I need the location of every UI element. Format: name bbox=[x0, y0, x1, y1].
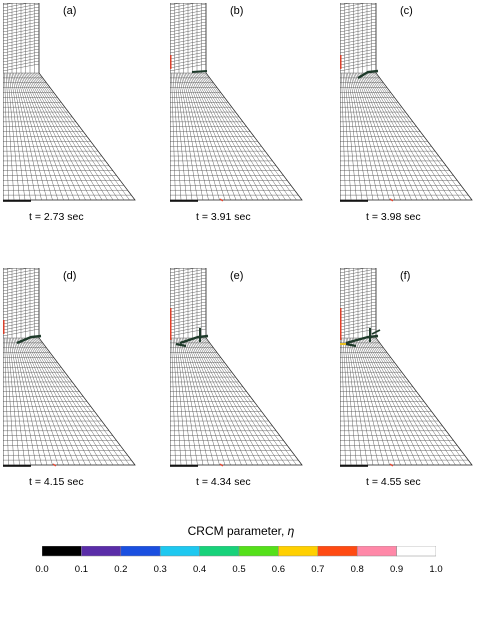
panel-label: (f) bbox=[400, 270, 411, 282]
dam-mesh bbox=[340, 268, 473, 466]
panel-time: t = 2.73 sec bbox=[29, 211, 84, 223]
panel-b: (b) t = 3.91 sec bbox=[170, 3, 310, 223]
dam-figure bbox=[3, 268, 136, 467]
dam-mesh bbox=[3, 3, 136, 201]
dam-figure bbox=[170, 3, 303, 202]
colorbar-segment bbox=[199, 546, 240, 557]
dam-figure bbox=[340, 268, 473, 467]
colorbar-tick-label: 0.3 bbox=[153, 564, 167, 575]
panel-f: (f) t = 4.55 sec bbox=[340, 268, 480, 488]
crack-damage bbox=[170, 308, 224, 467]
colorbar-tick-label: 0.8 bbox=[350, 564, 364, 575]
crack-damage bbox=[340, 55, 394, 202]
colorbar-segment bbox=[81, 546, 122, 557]
dam-mesh bbox=[170, 3, 303, 201]
colorbar-segment bbox=[317, 546, 358, 557]
dam-mesh bbox=[3, 268, 136, 466]
dam-figure bbox=[170, 268, 303, 467]
crack-damage bbox=[170, 55, 224, 202]
colorbar-title-text: CRCM parameter, bbox=[187, 524, 288, 538]
colorbar-segment bbox=[238, 546, 279, 557]
panel-d: (d) t = 4.15 sec bbox=[3, 268, 143, 488]
colorbar-segment bbox=[42, 546, 82, 557]
colorbar bbox=[42, 546, 436, 557]
panel-time: t = 3.98 sec bbox=[366, 211, 421, 223]
panel-label: (b) bbox=[230, 5, 244, 17]
eta-symbol: η bbox=[287, 524, 295, 538]
panel-a: (a) t = 2.73 sec bbox=[3, 3, 143, 223]
crack-damage bbox=[3, 320, 57, 467]
panel-label: (e) bbox=[230, 270, 244, 282]
colorbar-title: CRCM parameter, η bbox=[0, 524, 482, 538]
panel-label: (a) bbox=[63, 5, 77, 17]
colorbar-segment bbox=[278, 546, 319, 557]
dam-mesh bbox=[170, 268, 303, 466]
dam-figure bbox=[3, 3, 136, 202]
panel-c: (c) t = 3.98 sec bbox=[340, 3, 480, 223]
panel-label: (d) bbox=[63, 270, 77, 282]
colorbar-tick-label: 0.9 bbox=[389, 564, 404, 575]
panel-time: t = 4.15 sec bbox=[29, 476, 84, 488]
colorbar-segment bbox=[396, 546, 436, 557]
panel-e: (e) t = 4.34 sec bbox=[170, 268, 310, 488]
panel-time: t = 4.34 sec bbox=[196, 476, 251, 488]
colorbar-tick-label: 0.7 bbox=[311, 564, 325, 575]
colorbar-tick-label: 1.0 bbox=[429, 564, 443, 575]
colorbar-tick-label: 0.1 bbox=[74, 564, 88, 575]
panel-time: t = 3.91 sec bbox=[196, 211, 251, 223]
dam-mesh bbox=[340, 3, 473, 201]
colorbar-tick-label: 0.4 bbox=[192, 564, 207, 575]
colorbar-tick-label: 0.6 bbox=[271, 564, 285, 575]
panel-time: t = 4.55 sec bbox=[366, 476, 421, 488]
colorbar-tick-label: 0.0 bbox=[35, 564, 49, 575]
colorbar-tick-label: 0.5 bbox=[232, 564, 246, 575]
colorbar-segment bbox=[356, 546, 397, 557]
colorbar-segment bbox=[120, 546, 161, 557]
crack-damage bbox=[340, 308, 394, 467]
colorbar-tick-label: 0.2 bbox=[114, 564, 128, 575]
dam-figure bbox=[340, 3, 473, 202]
panel-label: (c) bbox=[400, 5, 413, 17]
colorbar-segment bbox=[159, 546, 200, 557]
